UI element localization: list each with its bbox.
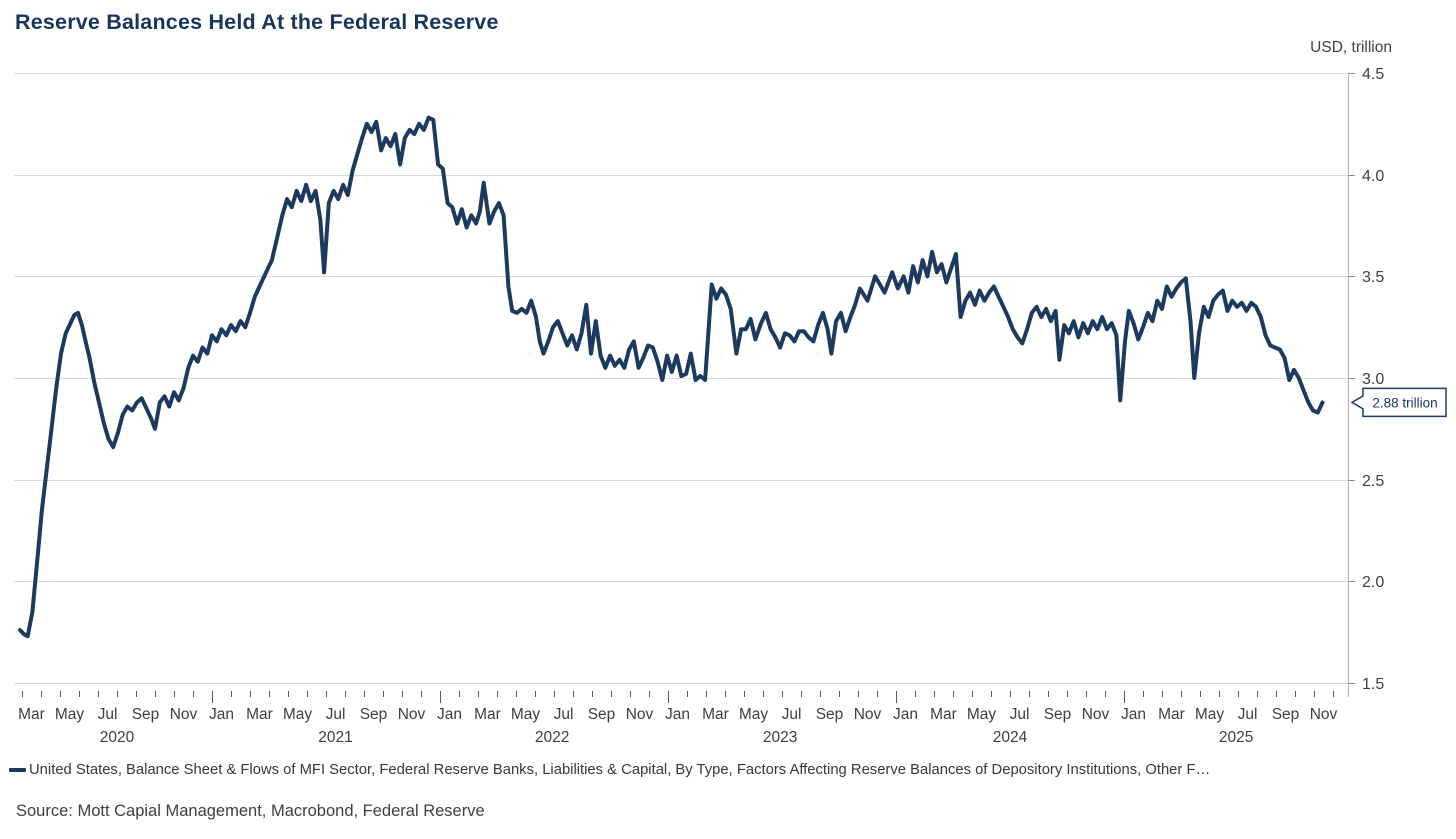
page-title: Reserve Balances Held At the Federal Res…	[15, 10, 499, 34]
x-year-label: 2025	[1219, 729, 1253, 746]
x-month-label: Sep	[360, 706, 388, 723]
x-month-label: Jan	[1121, 706, 1146, 723]
x-month-label: Jan	[437, 706, 462, 723]
y-tick-label: 4.0	[1362, 168, 1384, 185]
y-tick-label: 3.0	[1362, 371, 1384, 388]
x-month-label: May	[739, 706, 769, 723]
x-month-label: Mar	[18, 706, 45, 723]
x-month-label: May	[967, 706, 997, 723]
callout-value-label: 2.88 trillion	[1372, 395, 1437, 410]
reserve-balances-series-line	[18, 115, 1325, 639]
x-month-label: Nov	[1310, 706, 1338, 723]
x-month-label: Jan	[665, 706, 690, 723]
y-tick-label: 3.5	[1362, 269, 1384, 286]
x-year-label: 2024	[993, 729, 1028, 746]
x-month-label: Mar	[930, 706, 957, 723]
x-year-label: 2020	[100, 729, 135, 746]
x-month-label: Nov	[398, 706, 426, 723]
x-axis-ticks	[22, 691, 1334, 703]
x-month-label: Jan	[893, 706, 918, 723]
y-tick-label: 2.5	[1362, 473, 1384, 490]
y-axis-unit-label: USD, trillion	[1310, 39, 1392, 56]
x-month-label: May	[283, 706, 313, 723]
x-axis-year-labels: 2020 2021 2022 2023 2024 2025	[100, 729, 1254, 746]
legend-label: United States, Balance Sheet & Flows of …	[29, 762, 1211, 778]
x-month-label: Nov	[1082, 706, 1110, 723]
x-month-label: Sep	[816, 706, 844, 723]
x-month-label: Jan	[209, 706, 234, 723]
x-month-label: Jul	[1238, 706, 1258, 723]
x-month-label: Mar	[702, 706, 729, 723]
x-month-label: Nov	[170, 706, 198, 723]
x-month-label: Mar	[246, 706, 273, 723]
x-month-label: Sep	[588, 706, 616, 723]
y-tick-label: 2.0	[1362, 574, 1384, 591]
x-month-label: Mar	[1158, 706, 1185, 723]
x-axis-month-labels: Mar May Jul Sep Nov Jan Mar May Jul Sep Nov Jan Mar M…	[18, 706, 1337, 723]
x-month-label: Jul	[326, 706, 346, 723]
legend: United States, Balance Sheet & Flows of …	[9, 760, 1456, 780]
x-month-label: Sep	[132, 706, 160, 723]
x-month-label: Jul	[98, 706, 118, 723]
x-year-label: 2022	[535, 729, 569, 746]
y-tick-label: 4.5	[1362, 66, 1384, 83]
x-month-label: Jul	[1010, 706, 1030, 723]
x-month-label: May	[55, 706, 85, 723]
x-month-label: Mar	[474, 706, 501, 723]
legend-line-marker	[9, 768, 26, 772]
y-tick-label: 1.5	[1362, 676, 1384, 693]
x-year-label: 2021	[318, 729, 352, 746]
x-month-label: Sep	[1044, 706, 1072, 723]
y-axis-labels: 4.5 4.0 3.5 3.0 2.5 2.0 1.5	[1362, 66, 1384, 693]
x-month-label: Jul	[554, 706, 574, 723]
x-month-label: Sep	[1272, 706, 1300, 723]
x-year-label: 2023	[763, 729, 797, 746]
x-month-label: Nov	[626, 706, 654, 723]
source-attribution: Source: Mott Capial Management, Macrobon…	[16, 802, 485, 820]
x-month-label: Nov	[854, 706, 882, 723]
callout-bubble	[1350, 387, 1447, 418]
x-month-label: May	[1195, 706, 1225, 723]
x-month-label: Jul	[782, 706, 802, 723]
last-value-callout: 2.88 trillion	[1350, 387, 1447, 418]
x-month-label: May	[511, 706, 541, 723]
y-gridlines	[14, 73, 1355, 684]
